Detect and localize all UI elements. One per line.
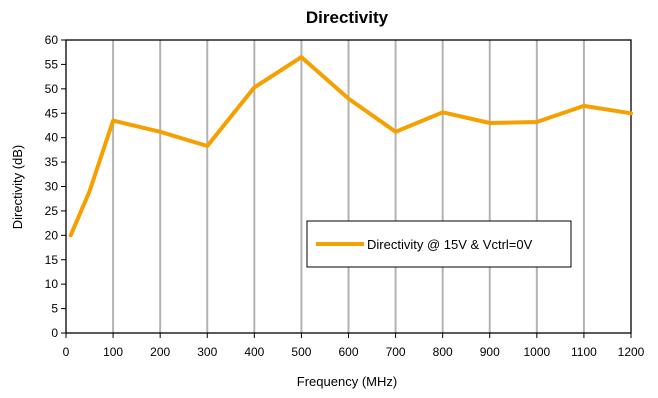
y-tick-label: 20: [45, 228, 59, 242]
y-tick-label: 60: [45, 33, 59, 47]
y-tick-label: 45: [45, 106, 59, 120]
y-tick-label: 55: [45, 57, 59, 71]
y-tick-label: 50: [45, 82, 59, 96]
x-tick-label: 800: [433, 345, 453, 359]
x-tick-label: 600: [338, 345, 358, 359]
x-tick-label: 1100: [571, 345, 597, 359]
y-tick-label: 15: [45, 253, 59, 267]
x-tick-label: 1200: [618, 345, 645, 359]
x-tick-label: 0: [63, 345, 70, 359]
y-tick-label: 10: [45, 277, 59, 291]
grid: [112, 40, 585, 333]
x-tick-label: 400: [244, 345, 264, 359]
x-tick-label: 300: [197, 345, 217, 359]
y-tick-label: 0: [51, 326, 58, 340]
x-tick-label: 200: [150, 345, 170, 359]
legend-label: Directivity @ 15V & Vctrl=0V: [367, 237, 533, 252]
x-tick-label: 900: [480, 345, 500, 359]
chart-title: Directivity: [306, 8, 389, 27]
series-line-directivity: [68, 55, 633, 238]
series-layer: [68, 55, 633, 238]
y-axis-label: Directivity (dB): [10, 145, 25, 230]
x-tick-label: 500: [291, 345, 311, 359]
y-tick-label: 40: [45, 131, 59, 145]
x-tick-label: 100: [103, 345, 123, 359]
x-tick-label: 700: [386, 345, 406, 359]
legend: Directivity @ 15V & Vctrl=0V: [306, 220, 572, 268]
y-tick-label: 35: [45, 155, 59, 169]
y-tick-label: 30: [45, 180, 59, 194]
x-axis-label: Frequency (MHz): [297, 374, 397, 389]
y-tick-label: 5: [51, 302, 58, 316]
y-tick-label: 25: [45, 204, 59, 218]
x-tick-label: 1000: [523, 345, 550, 359]
